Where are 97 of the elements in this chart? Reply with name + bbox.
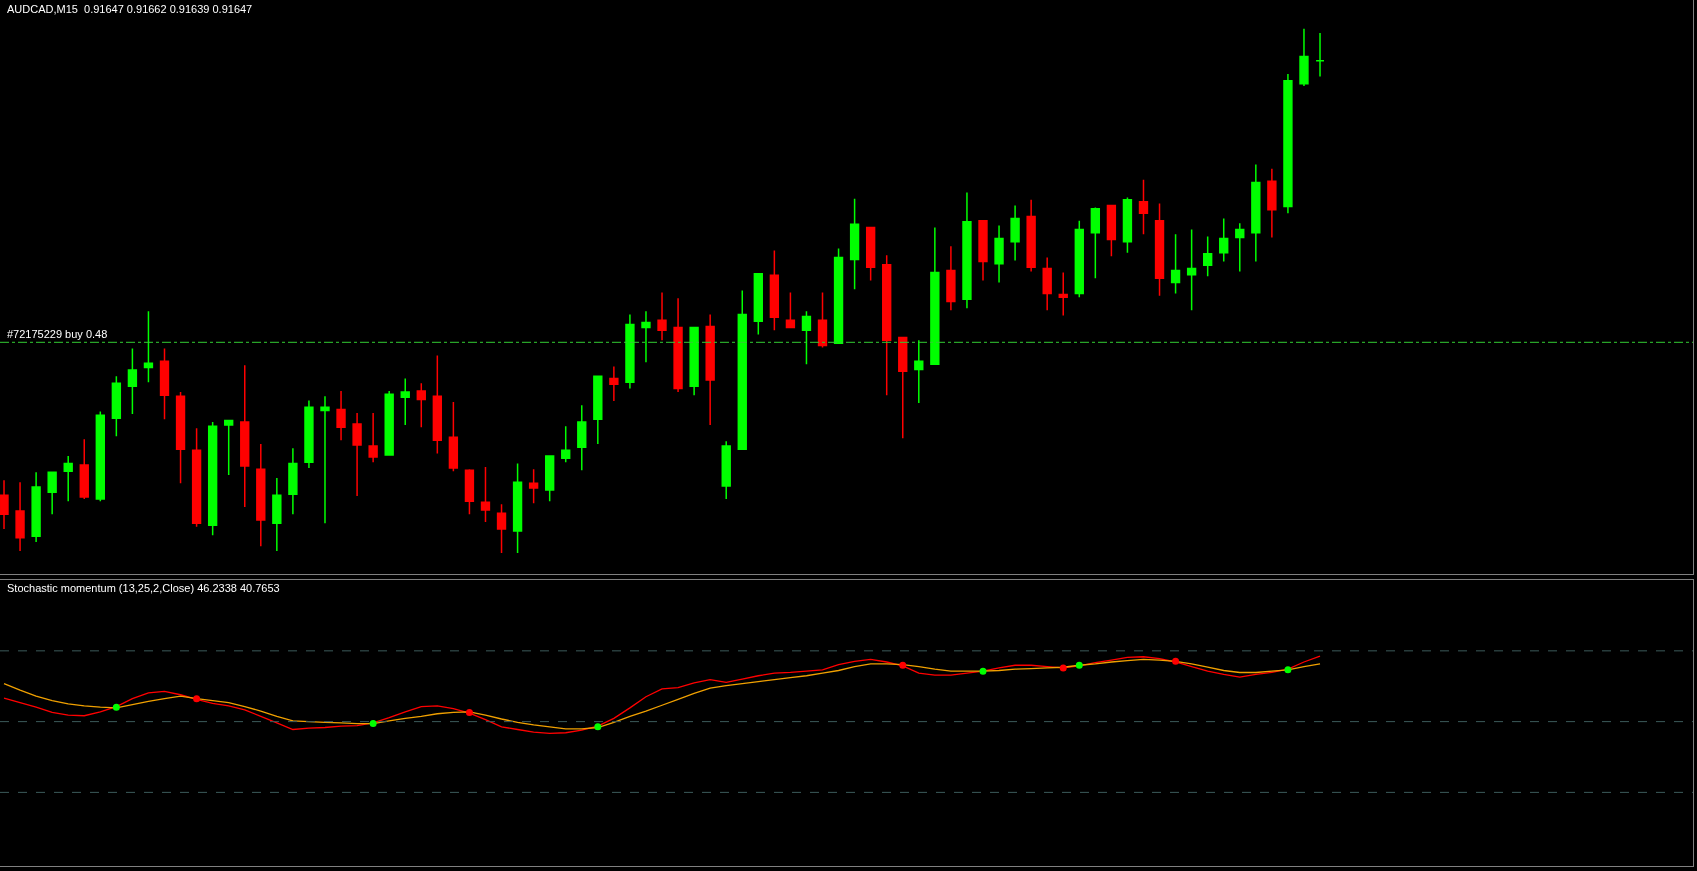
candlestick [1315,32,1325,78]
candlestick [384,390,394,456]
candlestick [464,468,475,515]
candlestick [1219,217,1229,263]
candlestick [1170,233,1181,295]
candlestick [641,310,651,363]
candlestick [256,443,266,547]
chart-title: AUDCAD,M15 0.91647 0.91662 0.91639 0.91647 [7,3,253,15]
candlestick [336,390,346,442]
candlestick [657,291,667,341]
candlestick [288,447,298,515]
candlestick [1203,235,1213,277]
candlestick [785,291,796,329]
candlestick [1251,163,1261,263]
candlestick [705,313,715,426]
candlestick [898,336,908,439]
candlestick [833,247,844,345]
candlestick [962,191,972,309]
candlestick [31,471,41,543]
candlestick [400,377,410,426]
candlestick [63,455,73,502]
point [979,667,987,675]
candlestick [577,404,587,471]
candlestick [15,481,25,552]
candlestick [159,347,170,421]
candlestick [946,245,956,312]
point [899,661,907,669]
candlestick [1026,198,1036,273]
point [193,695,201,703]
candlestick [272,477,282,552]
chart-title: Stochastic momentum (13,25,2,Close) 46.2338 40.7653 [7,582,280,594]
candlestick [994,224,1004,284]
candlestick [528,468,539,504]
candlestick [753,272,763,336]
candlestick [320,395,330,524]
candlestick [1106,204,1117,258]
candlestick [561,425,571,464]
ref-line-label: #72175229 buy 0.48 [7,328,108,340]
candlestick [1122,196,1133,254]
candlestick [544,455,555,502]
point [594,723,602,731]
candlestick [127,347,138,415]
candlestick [882,254,892,396]
candlestick [865,226,876,282]
candlestick [191,427,202,528]
candlestick [95,410,105,502]
candlestick [673,297,683,393]
candlestick [448,401,459,472]
candlestick [175,391,186,485]
point [1284,666,1292,674]
candlestick [480,466,491,523]
candlestick [849,197,860,291]
candlestick [368,412,378,464]
candlestick [769,249,780,331]
candlestick [1267,168,1277,239]
point [1059,664,1067,672]
candlestick [930,226,940,366]
candlestick [432,354,443,455]
point [1172,657,1180,665]
candlestick [593,375,603,445]
candlestick [496,503,507,554]
candlestick [1299,28,1309,87]
candlestick [352,412,362,497]
candlestick [1138,179,1149,236]
candlestick [978,219,988,282]
candlestick [1283,73,1293,215]
candlestick [1154,202,1165,297]
candlestick [721,440,731,500]
candlestick [625,313,635,390]
candlestick [512,462,523,554]
candlestick [689,326,699,396]
candlestick [0,479,9,530]
point [1075,661,1083,669]
candlestick [1186,228,1197,312]
point [112,703,120,711]
candlestick [240,364,250,508]
candlestick [1058,271,1068,317]
candlestick [224,419,234,476]
candlestick [416,382,426,428]
candlestick [47,471,57,515]
point [369,720,377,728]
candlestick [1090,206,1101,280]
candlestick [1042,256,1052,312]
candlestick [143,310,154,383]
candlestick [79,438,89,500]
candlestick [817,291,828,349]
candlestick [914,339,924,404]
candlestick [1235,222,1245,273]
candlestick [111,375,122,437]
point [465,708,473,716]
candlestick [1010,204,1020,262]
candlestick [801,310,812,366]
candlestick [609,365,619,402]
candlestick [1074,219,1084,298]
candlestick [207,421,218,536]
candlestick [304,399,314,469]
candlestick [737,289,747,450]
